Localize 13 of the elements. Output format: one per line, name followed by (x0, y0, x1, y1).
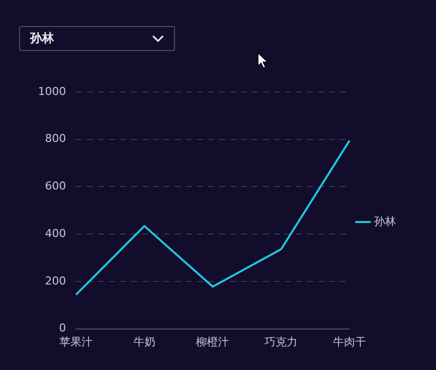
y-tick-label: 800 (44, 132, 66, 146)
select-field: 孙林 (19, 26, 175, 51)
y-tick-label: 0 (58, 322, 66, 335)
x-tick-label: 苹果汁 (59, 335, 92, 348)
y-tick-label: 600 (44, 180, 66, 193)
x-tick-label: 牛奶 (133, 335, 156, 348)
x-tick-label: 巧克力 (264, 335, 298, 348)
legend-label: 孙林 (374, 214, 396, 228)
x-tick-label: 柳橙汁 (196, 335, 230, 348)
x-tick-label: 牛肉干 (333, 335, 366, 348)
y-tick-label: 200 (44, 274, 66, 288)
y-tick-label: 400 (44, 226, 66, 240)
y-tick-label: 1000 (38, 84, 66, 98)
